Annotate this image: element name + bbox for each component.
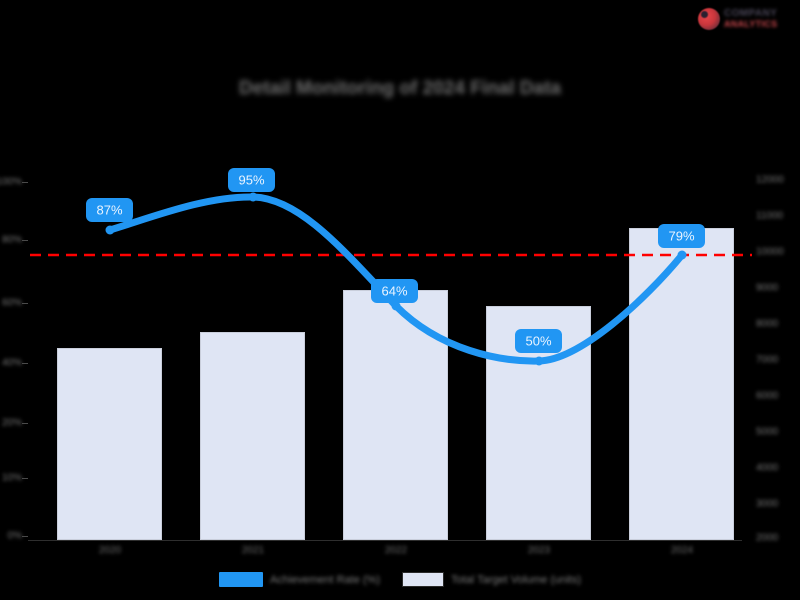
x-tick-label-4: 2024 <box>670 545 694 556</box>
y-right-tick-7: 5000 <box>756 426 779 438</box>
data-label-text-0: 87% <box>96 202 122 217</box>
logo-wordmark: COMPANY ANALYTICS <box>724 9 777 29</box>
x-tick-label-0: 2020 <box>98 545 122 556</box>
bar-0[interactable] <box>57 348 162 540</box>
y-axis-left: 100% 80% 60% 40% 20% 10% 0% <box>0 0 30 600</box>
logo-mark-icon <box>698 8 720 30</box>
data-label-text-3: 50% <box>525 333 551 348</box>
y-left-tick-0: 100% <box>0 176 22 188</box>
y-right-tick-2: 10000 <box>756 246 784 258</box>
chart-legend: Achievement Rate (%) Total Target Volume… <box>0 572 800 587</box>
x-tick-label-3: 2023 <box>527 545 551 556</box>
data-label-2: 64% <box>371 279 418 303</box>
x-tick-label-1: 2021 <box>241 545 265 556</box>
data-label-4: 79% <box>658 224 705 248</box>
y-left-tickmark-0 <box>22 182 28 183</box>
y-left-tick-3: 40% <box>1 357 22 369</box>
y-left-tickmark-4 <box>22 423 28 424</box>
legend-label-line: Achievement Rate (%) <box>269 573 380 586</box>
y-left-tick-4: 20% <box>1 417 22 429</box>
data-label-text-2: 64% <box>381 283 407 298</box>
company-logo: COMPANY ANALYTICS <box>698 4 794 34</box>
data-point-2[interactable] <box>391 301 401 311</box>
y-right-tick-9: 3000 <box>756 498 779 510</box>
y-right-tick-4: 8000 <box>756 318 779 330</box>
y-left-tickmark-2 <box>22 303 28 304</box>
data-point-4[interactable] <box>677 250 687 260</box>
data-label-text-4: 79% <box>668 228 694 243</box>
data-label-text-1: 95% <box>238 172 264 187</box>
y-left-tick-1: 80% <box>1 234 22 246</box>
bar-1[interactable] <box>200 332 305 540</box>
y-right-tick-0: 12000 <box>756 174 784 186</box>
legend-swatch-bar-icon <box>402 572 444 587</box>
y-left-tickmark-5 <box>22 478 28 479</box>
data-point-0[interactable] <box>105 225 115 235</box>
data-label-0: 87% <box>86 198 133 222</box>
legend-label-bar: Total Target Volume (units) <box>451 573 582 586</box>
data-point-1[interactable] <box>248 192 258 202</box>
y-right-tick-3: 9000 <box>756 282 779 294</box>
y-right-tick-5: 7000 <box>756 354 779 366</box>
y-right-tick-10: 2000 <box>756 532 779 544</box>
y-right-tick-6: 6000 <box>756 390 779 402</box>
y-right-tick-1: 11000 <box>756 210 784 222</box>
chart-title: Detail Monitoring of 2024 Final Data <box>239 78 561 99</box>
x-tick-label-2: 2022 <box>384 545 408 556</box>
x-axis-line <box>28 540 742 541</box>
legend-swatch-line-icon <box>218 572 263 587</box>
y-right-tick-8: 4000 <box>756 462 779 474</box>
legend-item-bar[interactable]: Total Target Volume (units) <box>402 572 581 587</box>
y-left-tickmark-6 <box>22 536 28 537</box>
y-left-tick-5: 10% <box>1 472 22 484</box>
y-axis-right: 12000 11000 10000 9000 8000 7000 6000 50… <box>742 0 800 600</box>
y-left-tick-6: 0% <box>7 530 22 542</box>
legend-item-line[interactable]: Achievement Rate (%) <box>218 572 380 587</box>
data-point-3[interactable] <box>534 356 544 366</box>
data-label-3: 50% <box>515 329 562 353</box>
logo-line-1: COMPANY <box>724 8 778 20</box>
y-left-tickmark-3 <box>22 363 28 364</box>
logo-line-2: ANALYTICS <box>724 18 778 29</box>
bar-4[interactable] <box>629 228 734 540</box>
y-left-tick-2: 60% <box>1 297 22 309</box>
data-label-1: 95% <box>228 168 275 192</box>
y-left-tickmark-1 <box>22 240 28 241</box>
